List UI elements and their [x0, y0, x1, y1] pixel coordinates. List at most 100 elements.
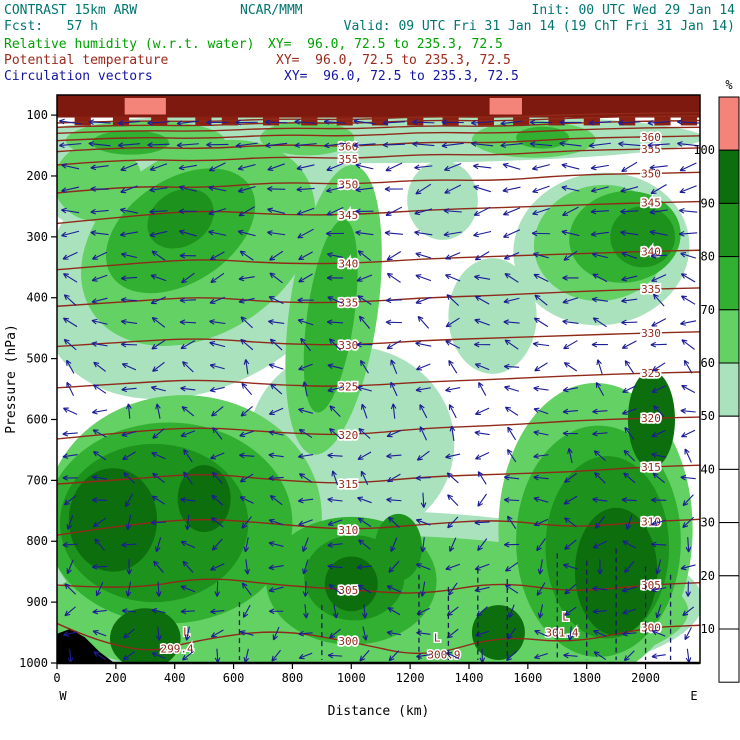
y-tick-label: 700 [26, 473, 48, 487]
y-tick-label: 800 [26, 534, 48, 548]
x-tick-label: 0 [53, 671, 60, 685]
x-tick-label: 600 [223, 671, 245, 685]
svg-text:350: 350 [338, 178, 358, 191]
x-tick-label: 1000 [337, 671, 366, 685]
y-tick-label: 200 [26, 169, 48, 183]
svg-text:299.4: 299.4 [161, 642, 194, 655]
svg-text:310: 310 [641, 516, 661, 529]
svg-text:300: 300 [641, 621, 661, 634]
east-label: E [690, 689, 697, 703]
valid-time: Valid: 09 UTC Fri 31 Jan 14 (19 ChT Fri … [343, 19, 735, 34]
svg-text:345: 345 [338, 209, 358, 222]
y-tick-label: 1000 [19, 656, 48, 670]
svg-text:315: 315 [641, 461, 661, 474]
x-tick-label: 800 [282, 671, 304, 685]
svg-text:301.4: 301.4 [545, 627, 578, 640]
y-tick-label: 500 [26, 352, 48, 366]
svg-text:L: L [434, 631, 441, 644]
org-label: NCAR/MMM [240, 3, 303, 18]
west-label: W [59, 689, 67, 703]
colorbar-cell [718, 309, 740, 364]
model-title: CONTRAST 15km ARW [4, 3, 138, 18]
x-tick-label: 1400 [455, 671, 484, 685]
y-tick-label: 900 [26, 595, 48, 609]
field-line-theta: Potential temperature XY= 96.0, 72.5 to … [0, 53, 740, 69]
colorbar-cell [718, 468, 740, 524]
svg-text:350: 350 [641, 167, 661, 180]
header-line-1: CONTRAST 15km ARW NCAR/MMM Init: 00 UTC … [0, 3, 740, 19]
svg-text:320: 320 [641, 412, 661, 425]
colorbar-tick-label: 20 [701, 569, 715, 583]
forecast-hour: Fcst: 57 h [4, 19, 98, 34]
svg-text:355: 355 [641, 143, 661, 156]
x-tick-label: 400 [164, 671, 186, 685]
field-xy-rh: XY= 96.0, 72.5 to 235.3, 72.5 [268, 37, 503, 52]
svg-text:325: 325 [641, 367, 661, 380]
svg-text:345: 345 [641, 197, 661, 210]
colorbar-title: % [725, 78, 733, 92]
rh-fill-layer [57, 95, 700, 663]
plot-frame [56, 94, 701, 665]
colorbar-cell [718, 362, 740, 417]
field-label-theta: Potential temperature [4, 53, 169, 68]
svg-text:330: 330 [338, 339, 358, 352]
svg-text:330: 330 [641, 327, 661, 340]
svg-text:315: 315 [338, 478, 358, 491]
x-tick-label: 2000 [631, 671, 660, 685]
colorbar-cell [718, 149, 740, 204]
x-axis: 0 200 400 600 800 1000 1200 1400 1600 1800 2000 W E D… [53, 663, 698, 719]
y-axis-title: Pressure (hPa) [4, 324, 19, 434]
vector-layer [59, 118, 700, 663]
header-line-2: Fcst: 57 h Valid: 09 UTC Fri 31 Jan 14 (… [0, 19, 740, 35]
svg-text:300.9: 300.9 [427, 648, 460, 661]
y-axis: 100 200 300 400 500 600 700 800 900 1000 Pressure … [4, 108, 57, 670]
x-tick-label: 1200 [396, 671, 425, 685]
field-label-vectors: Circulation vectors [4, 69, 153, 84]
y-tick-label: 400 [26, 291, 48, 305]
colorbar-cell [718, 628, 740, 683]
field-line-rh: Relative humidity (w.r.t. water) XY= 96.… [0, 37, 740, 53]
svg-text:L: L [183, 625, 190, 638]
y-tick-label: 100 [26, 108, 48, 122]
colorbar-tick-label: 80 [701, 250, 715, 264]
vertical-motion-dashes [238, 548, 672, 660]
colorbar-cell [718, 522, 740, 577]
svg-text:335: 335 [338, 297, 358, 310]
y-tick-label: 300 [26, 230, 48, 244]
field-line-vectors: Circulation vectors XY= 96.0, 72.5 to 23… [0, 69, 740, 85]
y-tick-label: 600 [26, 412, 48, 426]
svg-text:300: 300 [338, 635, 358, 648]
svg-text:L: L [562, 611, 569, 624]
colorbar-cell [718, 575, 740, 630]
terrain-profile [57, 628, 115, 663]
colorbar-tick-label: 40 [701, 462, 715, 476]
colorbar: % 100 90 80 70 60 50 40 30 20 10 [693, 78, 740, 683]
colorbar-tick-label: 70 [701, 303, 715, 317]
svg-text:320: 320 [338, 429, 358, 442]
svg-text:340: 340 [338, 258, 358, 271]
colorbar-tick-label: 50 [701, 409, 715, 423]
colorbar-cell [718, 256, 740, 311]
svg-text:310: 310 [338, 524, 358, 537]
svg-text:305: 305 [641, 579, 661, 592]
colorbar-tick-label: 100 [693, 143, 715, 157]
svg-text:360: 360 [338, 141, 358, 154]
colorbar-tick-label: 60 [701, 356, 715, 370]
colorbar-cell [718, 202, 740, 258]
x-tick-label: 200 [105, 671, 127, 685]
colorbar-tick-label: 30 [701, 516, 715, 530]
x-tick-label: 1600 [513, 671, 542, 685]
colorbar-cell [718, 96, 740, 151]
x-tick-label: 1800 [572, 671, 601, 685]
x-axis-title: Distance (km) [328, 704, 430, 719]
colorbar-cell [718, 415, 740, 470]
svg-text:305: 305 [338, 584, 358, 597]
colorbar-tick-label: 10 [701, 622, 715, 636]
field-xy-theta: XY= 96.0, 72.5 to 235.3, 72.5 [276, 53, 511, 68]
field-label-rh: Relative humidity (w.r.t. water) [4, 37, 255, 52]
svg-text:325: 325 [338, 381, 358, 394]
colorbar-tick-label: 90 [701, 196, 715, 210]
svg-text:360: 360 [641, 131, 661, 144]
init-time: Init: 00 UTC Wed 29 Jan 14 [531, 3, 736, 18]
